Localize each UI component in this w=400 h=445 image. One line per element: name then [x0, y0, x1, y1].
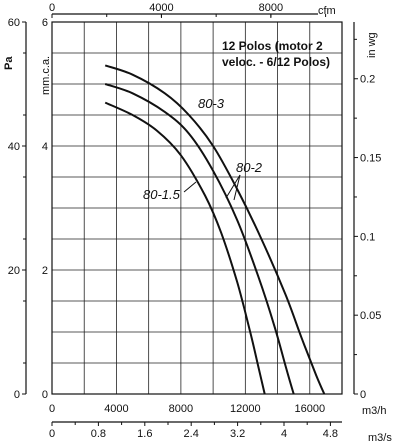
curve-80-2 [104, 83, 295, 395]
m3h-tick-label: 0 [49, 403, 55, 415]
inwg-tick-label: 0.1 [360, 231, 375, 243]
curve-label-80-3: 80-3 [198, 96, 225, 111]
x-axis-m3s-label: m3/s [368, 432, 392, 444]
m3s-tick-label: 4 [281, 428, 287, 440]
m3h-tick-label: 4000 [104, 403, 128, 415]
inwg-tick-label: 0.15 [360, 153, 381, 165]
mmca-tick-label: 0 [42, 389, 48, 401]
cfm-tick-label: 4000 [149, 2, 173, 14]
x-axis-top-label: cfm [318, 5, 336, 17]
m3s-tick-label: 0.8 [91, 428, 106, 440]
m3h-tick-label: 16000 [294, 403, 325, 415]
pa-tick-label: 60 [8, 17, 20, 29]
note-line-1: 12 Polos (motor 2 [222, 39, 323, 53]
curve-label-80-1-5: 80-1.5 [143, 187, 181, 202]
m3h-tick-label: 12000 [230, 403, 261, 415]
m3s-tick-label: 1.6 [137, 428, 152, 440]
y-axis-mmca-label: mm.c.a. [40, 56, 52, 95]
curve-80-1-5 [104, 101, 266, 395]
inwg-tick-label: 0.05 [360, 310, 381, 322]
m3h-tick-label: 8000 [169, 403, 193, 415]
leader-80-2-b [233, 174, 241, 201]
y-axis-inwg-label: in wg [366, 32, 378, 58]
y-axis-pa-label: Pa [3, 56, 15, 70]
m3s-tick-label: 4.8 [323, 428, 338, 440]
inwg-tick-label: 0.2 [360, 74, 375, 86]
plot-frame [51, 21, 343, 395]
mmca-tick-label: 2 [42, 265, 48, 277]
m3s-tick-label: 2.4 [184, 428, 199, 440]
pa-tick-label: 0 [14, 389, 20, 401]
cfm-tick-label: 8000 [259, 2, 283, 14]
mmca-tick-label: 6 [42, 17, 48, 29]
cfm-tick-label: 0 [49, 2, 55, 14]
leader-80-2-a [225, 174, 241, 199]
note-line-2: veloc. - 6/12 Polos) [222, 55, 330, 69]
pa-tick-label: 40 [8, 141, 20, 153]
x-axis-m3h-label: m3/h [362, 405, 386, 417]
curves [104, 64, 326, 395]
pa-tick-label: 20 [8, 265, 20, 277]
m3s-tick-label: 3.2 [230, 428, 245, 440]
inwg-tick-label: 0 [360, 389, 366, 401]
m3s-tick-label: 0 [49, 428, 55, 440]
mmca-tick-label: 4 [42, 141, 48, 153]
curve-80-3 [104, 64, 326, 395]
curve-label-80-2: 80-2 [236, 160, 263, 175]
leader-80-1-5 [183, 181, 197, 193]
